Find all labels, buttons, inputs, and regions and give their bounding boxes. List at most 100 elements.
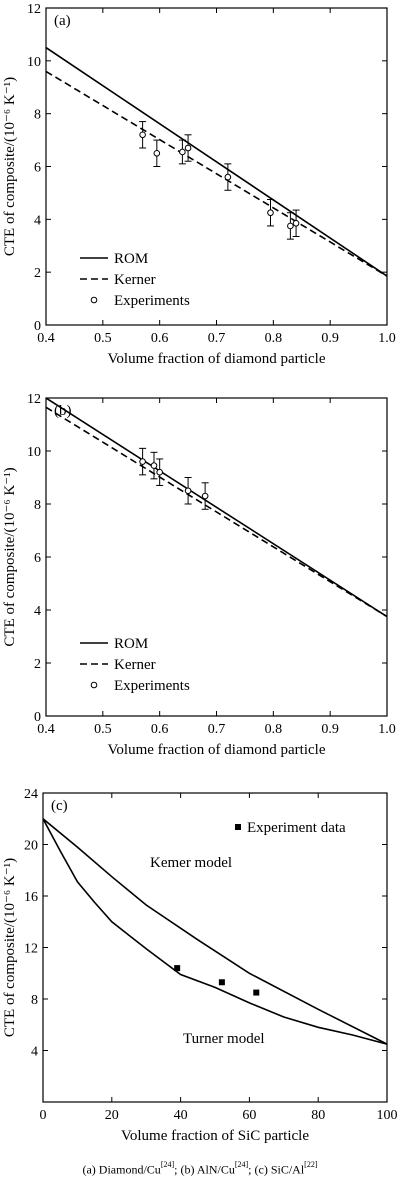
x-tick-label: 100 <box>377 1108 398 1123</box>
data-point <box>292 219 300 227</box>
y-axis-label: CTE of composite/(10⁻⁶ K⁻¹) <box>2 467 18 646</box>
legend-label: Kerner <box>114 657 156 673</box>
x-tick-label: 0.7 <box>208 722 226 737</box>
y-axis-label: CTE of composite/(10⁻⁶ K⁻¹) <box>2 858 18 1037</box>
data-point <box>253 989 260 996</box>
legend-label: ROM <box>114 251 148 267</box>
chart-panel-3: 0 20 40 60 80 100 4 8 12 16 20 24 Volume fraction of… <box>2 787 398 1144</box>
legend: Experiment data <box>235 820 346 836</box>
x-tick-label: 0.9 <box>321 331 339 346</box>
chart-panel-1: 0.4 0.5 0.6 0.7 0.8 0.9 1.0 0 2 4 6 8 10 12 Volume fra… <box>2 2 396 367</box>
data-point <box>287 222 294 230</box>
data-point <box>174 965 181 972</box>
y-tick-label: 20 <box>24 839 38 854</box>
data-point <box>153 149 161 157</box>
x-axis-label: Volume fraction of SiC particle <box>121 1128 309 1144</box>
y-tick-label: 12 <box>27 2 41 17</box>
legend: ROM Kerner Experiments <box>80 636 190 694</box>
figure-caption: (a) Diamond/Cu[24]; (b) AlN/Cu[24]; (c) … <box>0 1160 400 1178</box>
caption-a: (a) Diamond/Cu <box>82 1162 161 1177</box>
series-line-kerner <box>46 406 387 618</box>
x-tick-label: 40 <box>174 1108 188 1123</box>
plot-area <box>43 818 387 1045</box>
y-axis-label: CTE of composite/(10⁻⁶ K⁻¹) <box>2 77 18 256</box>
data-point <box>218 979 225 986</box>
plot-frame <box>45 7 388 326</box>
data-point <box>184 487 192 495</box>
plot-area <box>46 46 387 277</box>
y-tick-label: 8 <box>31 993 38 1008</box>
legend-label: Experiments <box>114 293 190 309</box>
y-tick-label: 2 <box>34 657 41 672</box>
x-tick-label: 80 <box>311 1108 325 1123</box>
y-tick-label: 16 <box>24 890 38 905</box>
data-point <box>150 462 158 469</box>
legend: ROM Kerner Experiments <box>80 251 190 309</box>
x-tick-label: 0.5 <box>94 722 112 737</box>
x-tick-label: 0.8 <box>265 331 283 346</box>
caption-a-ref: [24] <box>160 1160 175 1169</box>
x-tick-label: 0.7 <box>208 331 226 346</box>
x-tick-label: 20 <box>105 1108 119 1123</box>
legend-swatch <box>90 681 98 689</box>
y-tick-label: 2 <box>34 266 41 281</box>
series-line-turner-model <box>43 818 387 1045</box>
annotation-kemer: Kemer model <box>150 855 232 871</box>
y-tick-label: 12 <box>27 392 41 407</box>
data-point <box>201 492 209 500</box>
data-point <box>139 458 146 465</box>
y-tick-label: 0 <box>34 710 41 725</box>
y-tick-label: 10 <box>27 55 41 70</box>
x-tick-label: 0.4 <box>37 331 55 346</box>
legend-swatch <box>90 296 98 304</box>
y-tick-label: 8 <box>34 108 41 123</box>
y-tick-label: 4 <box>34 604 41 619</box>
y-tick-label: 0 <box>34 319 41 334</box>
caption-c-ref: [22] <box>304 1160 318 1169</box>
y-tick-label: 6 <box>34 551 41 566</box>
chart-panel-2: 0.4 0.5 0.6 0.7 0.8 0.9 1.0 0 2 4 6 8 10 12 Volume fra… <box>2 392 396 758</box>
x-axis-label: Volume fraction of diamond particle <box>108 742 326 758</box>
x-tick-label: 1.0 <box>378 331 396 346</box>
annotation-turner: Turner model <box>183 1031 265 1047</box>
x-axis-label: Volume fraction of diamond particle <box>108 351 326 367</box>
x-tick-label: 0 <box>40 1108 47 1123</box>
y-tick-label: 4 <box>34 213 41 228</box>
data-point <box>224 173 232 181</box>
x-tick-label: 1.0 <box>378 722 396 737</box>
panel-tag: (a) <box>54 13 71 29</box>
series-line-kerner <box>46 70 387 277</box>
x-tick-label: 60 <box>242 1108 256 1123</box>
plot-frame <box>45 397 388 717</box>
legend-label: Experiment data <box>247 820 346 836</box>
series-line-rom <box>46 46 387 277</box>
x-tick-label: 0.5 <box>94 331 112 346</box>
caption-b: (b) AlN/Cu <box>180 1162 235 1177</box>
y-tick-label: 10 <box>27 445 41 460</box>
y-tick-label: 8 <box>34 498 41 513</box>
legend-label: Kerner <box>114 272 156 288</box>
data-point <box>267 209 274 217</box>
x-tick-label: 0.9 <box>321 722 339 737</box>
x-tick-label: 0.6 <box>151 331 169 346</box>
legend-swatch <box>235 824 241 830</box>
caption-c: (c) SiC/Al <box>254 1162 305 1177</box>
y-tick-label: 6 <box>34 161 41 176</box>
series-line-rom <box>46 398 387 618</box>
x-tick-label: 0.8 <box>265 722 283 737</box>
plot-frame <box>42 792 388 1103</box>
data-point <box>139 131 146 139</box>
plot-area <box>46 398 387 618</box>
y-tick-label: 12 <box>24 942 38 957</box>
y-tick-label: 24 <box>24 787 38 802</box>
x-tick-label: 0.4 <box>37 722 55 737</box>
caption-sep-1: ; <box>174 1162 181 1177</box>
y-tick-label: 4 <box>31 1045 38 1060</box>
data-point <box>156 468 163 476</box>
data-point <box>184 144 192 152</box>
caption-b-ref: [24] <box>234 1160 249 1169</box>
series-line-kemer-model <box>43 818 387 1045</box>
caption-sep-2: ; <box>248 1162 255 1177</box>
legend-label: Experiments <box>114 678 190 694</box>
